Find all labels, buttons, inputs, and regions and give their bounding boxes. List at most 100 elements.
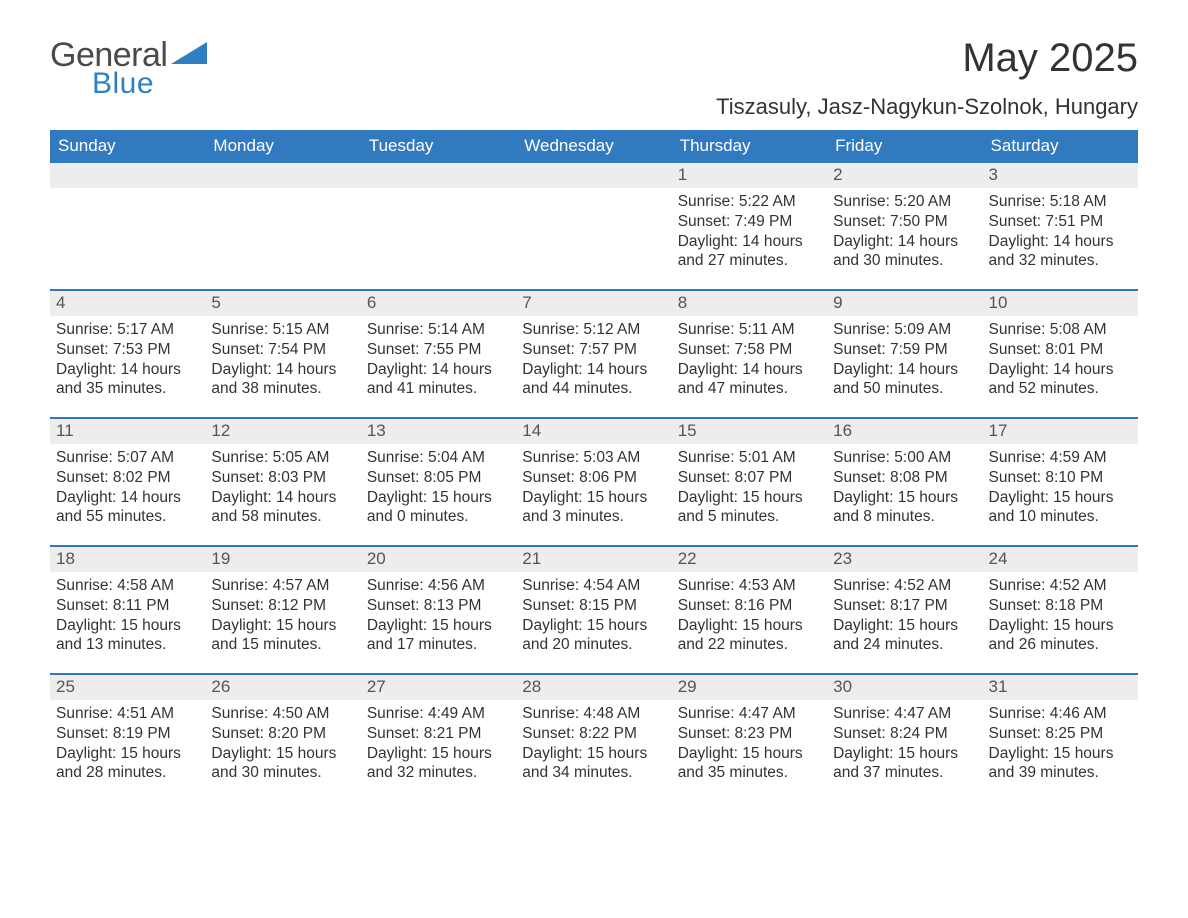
daylight-text: Daylight: 14 hours and 30 minutes.	[833, 232, 976, 272]
sunset-text: Sunset: 8:17 PM	[833, 596, 976, 616]
sunset-text: Sunset: 7:50 PM	[833, 212, 976, 232]
dow-tuesday: Tuesday	[361, 130, 516, 163]
sunset-text: Sunset: 8:05 PM	[367, 468, 510, 488]
day-cell: 14Sunrise: 5:03 AMSunset: 8:06 PMDayligh…	[516, 419, 671, 545]
week-row: 1Sunrise: 5:22 AMSunset: 7:49 PMDaylight…	[50, 163, 1138, 289]
day-body: Sunrise: 5:20 AMSunset: 7:50 PMDaylight:…	[827, 188, 982, 271]
daylight-text: Daylight: 15 hours and 24 minutes.	[833, 616, 976, 656]
sunrise-text: Sunrise: 4:54 AM	[522, 576, 665, 596]
sunset-text: Sunset: 7:55 PM	[367, 340, 510, 360]
day-cell: 7Sunrise: 5:12 AMSunset: 7:57 PMDaylight…	[516, 291, 671, 417]
day-number: 11	[50, 419, 205, 444]
day-cell: 31Sunrise: 4:46 AMSunset: 8:25 PMDayligh…	[983, 675, 1138, 801]
day-number: 22	[672, 547, 827, 572]
day-number: 8	[672, 291, 827, 316]
daylight-text: Daylight: 15 hours and 10 minutes.	[989, 488, 1132, 528]
day-number: 17	[983, 419, 1138, 444]
sunset-text: Sunset: 8:08 PM	[833, 468, 976, 488]
day-of-week-header: Sunday Monday Tuesday Wednesday Thursday…	[50, 130, 1138, 163]
day-cell: 25Sunrise: 4:51 AMSunset: 8:19 PMDayligh…	[50, 675, 205, 801]
dow-thursday: Thursday	[672, 130, 827, 163]
daylight-text: Daylight: 15 hours and 32 minutes.	[367, 744, 510, 784]
daylight-text: Daylight: 15 hours and 28 minutes.	[56, 744, 199, 784]
daylight-text: Daylight: 15 hours and 17 minutes.	[367, 616, 510, 656]
dow-wednesday: Wednesday	[516, 130, 671, 163]
day-body: Sunrise: 4:50 AMSunset: 8:20 PMDaylight:…	[205, 700, 360, 783]
day-number: 13	[361, 419, 516, 444]
sunset-text: Sunset: 8:13 PM	[367, 596, 510, 616]
day-body: Sunrise: 4:57 AMSunset: 8:12 PMDaylight:…	[205, 572, 360, 655]
day-body: Sunrise: 4:59 AMSunset: 8:10 PMDaylight:…	[983, 444, 1138, 527]
day-cell: 15Sunrise: 5:01 AMSunset: 8:07 PMDayligh…	[672, 419, 827, 545]
day-body: Sunrise: 4:54 AMSunset: 8:15 PMDaylight:…	[516, 572, 671, 655]
sunset-text: Sunset: 8:18 PM	[989, 596, 1132, 616]
day-body: Sunrise: 4:49 AMSunset: 8:21 PMDaylight:…	[361, 700, 516, 783]
day-cell	[361, 163, 516, 289]
week-row: 4Sunrise: 5:17 AMSunset: 7:53 PMDaylight…	[50, 289, 1138, 417]
sunrise-text: Sunrise: 4:53 AM	[678, 576, 821, 596]
sunset-text: Sunset: 7:57 PM	[522, 340, 665, 360]
day-number: 19	[205, 547, 360, 572]
sunset-text: Sunset: 8:25 PM	[989, 724, 1132, 744]
day-body: Sunrise: 4:48 AMSunset: 8:22 PMDaylight:…	[516, 700, 671, 783]
daylight-text: Daylight: 14 hours and 35 minutes.	[56, 360, 199, 400]
day-number: 1	[672, 163, 827, 188]
sunrise-text: Sunrise: 4:57 AM	[211, 576, 354, 596]
day-number: 29	[672, 675, 827, 700]
sunrise-text: Sunrise: 5:09 AM	[833, 320, 976, 340]
day-number: 18	[50, 547, 205, 572]
logo-text-blue: Blue	[92, 67, 209, 101]
day-body: Sunrise: 5:00 AMSunset: 8:08 PMDaylight:…	[827, 444, 982, 527]
day-cell: 24Sunrise: 4:52 AMSunset: 8:18 PMDayligh…	[983, 547, 1138, 673]
sunset-text: Sunset: 8:10 PM	[989, 468, 1132, 488]
day-body: Sunrise: 4:56 AMSunset: 8:13 PMDaylight:…	[361, 572, 516, 655]
day-cell: 16Sunrise: 5:00 AMSunset: 8:08 PMDayligh…	[827, 419, 982, 545]
sunset-text: Sunset: 8:06 PM	[522, 468, 665, 488]
daylight-text: Daylight: 15 hours and 37 minutes.	[833, 744, 976, 784]
sunrise-text: Sunrise: 4:59 AM	[989, 448, 1132, 468]
day-cell	[50, 163, 205, 289]
day-cell: 26Sunrise: 4:50 AMSunset: 8:20 PMDayligh…	[205, 675, 360, 801]
daylight-text: Daylight: 15 hours and 26 minutes.	[989, 616, 1132, 656]
day-number: 27	[361, 675, 516, 700]
week-row: 11Sunrise: 5:07 AMSunset: 8:02 PMDayligh…	[50, 417, 1138, 545]
day-cell: 4Sunrise: 5:17 AMSunset: 7:53 PMDaylight…	[50, 291, 205, 417]
day-cell: 18Sunrise: 4:58 AMSunset: 8:11 PMDayligh…	[50, 547, 205, 673]
sunset-text: Sunset: 8:07 PM	[678, 468, 821, 488]
day-number: 15	[672, 419, 827, 444]
daylight-text: Daylight: 15 hours and 20 minutes.	[522, 616, 665, 656]
sunrise-text: Sunrise: 5:01 AM	[678, 448, 821, 468]
dow-saturday: Saturday	[983, 130, 1138, 163]
sunrise-text: Sunrise: 5:05 AM	[211, 448, 354, 468]
day-cell: 10Sunrise: 5:08 AMSunset: 8:01 PMDayligh…	[983, 291, 1138, 417]
day-cell: 22Sunrise: 4:53 AMSunset: 8:16 PMDayligh…	[672, 547, 827, 673]
sunset-text: Sunset: 7:49 PM	[678, 212, 821, 232]
daylight-text: Daylight: 14 hours and 58 minutes.	[211, 488, 354, 528]
sunset-text: Sunset: 8:15 PM	[522, 596, 665, 616]
dow-monday: Monday	[205, 130, 360, 163]
daylight-text: Daylight: 14 hours and 55 minutes.	[56, 488, 199, 528]
day-cell: 5Sunrise: 5:15 AMSunset: 7:54 PMDaylight…	[205, 291, 360, 417]
day-number	[516, 163, 671, 188]
day-number: 21	[516, 547, 671, 572]
week-row: 18Sunrise: 4:58 AMSunset: 8:11 PMDayligh…	[50, 545, 1138, 673]
day-cell: 29Sunrise: 4:47 AMSunset: 8:23 PMDayligh…	[672, 675, 827, 801]
sunset-text: Sunset: 8:03 PM	[211, 468, 354, 488]
sunrise-text: Sunrise: 4:48 AM	[522, 704, 665, 724]
day-cell: 12Sunrise: 5:05 AMSunset: 8:03 PMDayligh…	[205, 419, 360, 545]
sunrise-text: Sunrise: 5:15 AM	[211, 320, 354, 340]
day-body: Sunrise: 4:46 AMSunset: 8:25 PMDaylight:…	[983, 700, 1138, 783]
sunrise-text: Sunrise: 5:03 AM	[522, 448, 665, 468]
day-number	[361, 163, 516, 188]
daylight-text: Daylight: 15 hours and 3 minutes.	[522, 488, 665, 528]
day-cell: 2Sunrise: 5:20 AMSunset: 7:50 PMDaylight…	[827, 163, 982, 289]
day-cell: 30Sunrise: 4:47 AMSunset: 8:24 PMDayligh…	[827, 675, 982, 801]
day-body: Sunrise: 5:03 AMSunset: 8:06 PMDaylight:…	[516, 444, 671, 527]
sunset-text: Sunset: 7:53 PM	[56, 340, 199, 360]
weeks-container: 1Sunrise: 5:22 AMSunset: 7:49 PMDaylight…	[50, 163, 1138, 801]
sunset-text: Sunset: 7:54 PM	[211, 340, 354, 360]
day-body: Sunrise: 5:22 AMSunset: 7:49 PMDaylight:…	[672, 188, 827, 271]
sunset-text: Sunset: 7:51 PM	[989, 212, 1132, 232]
day-body: Sunrise: 5:05 AMSunset: 8:03 PMDaylight:…	[205, 444, 360, 527]
sunrise-text: Sunrise: 5:11 AM	[678, 320, 821, 340]
